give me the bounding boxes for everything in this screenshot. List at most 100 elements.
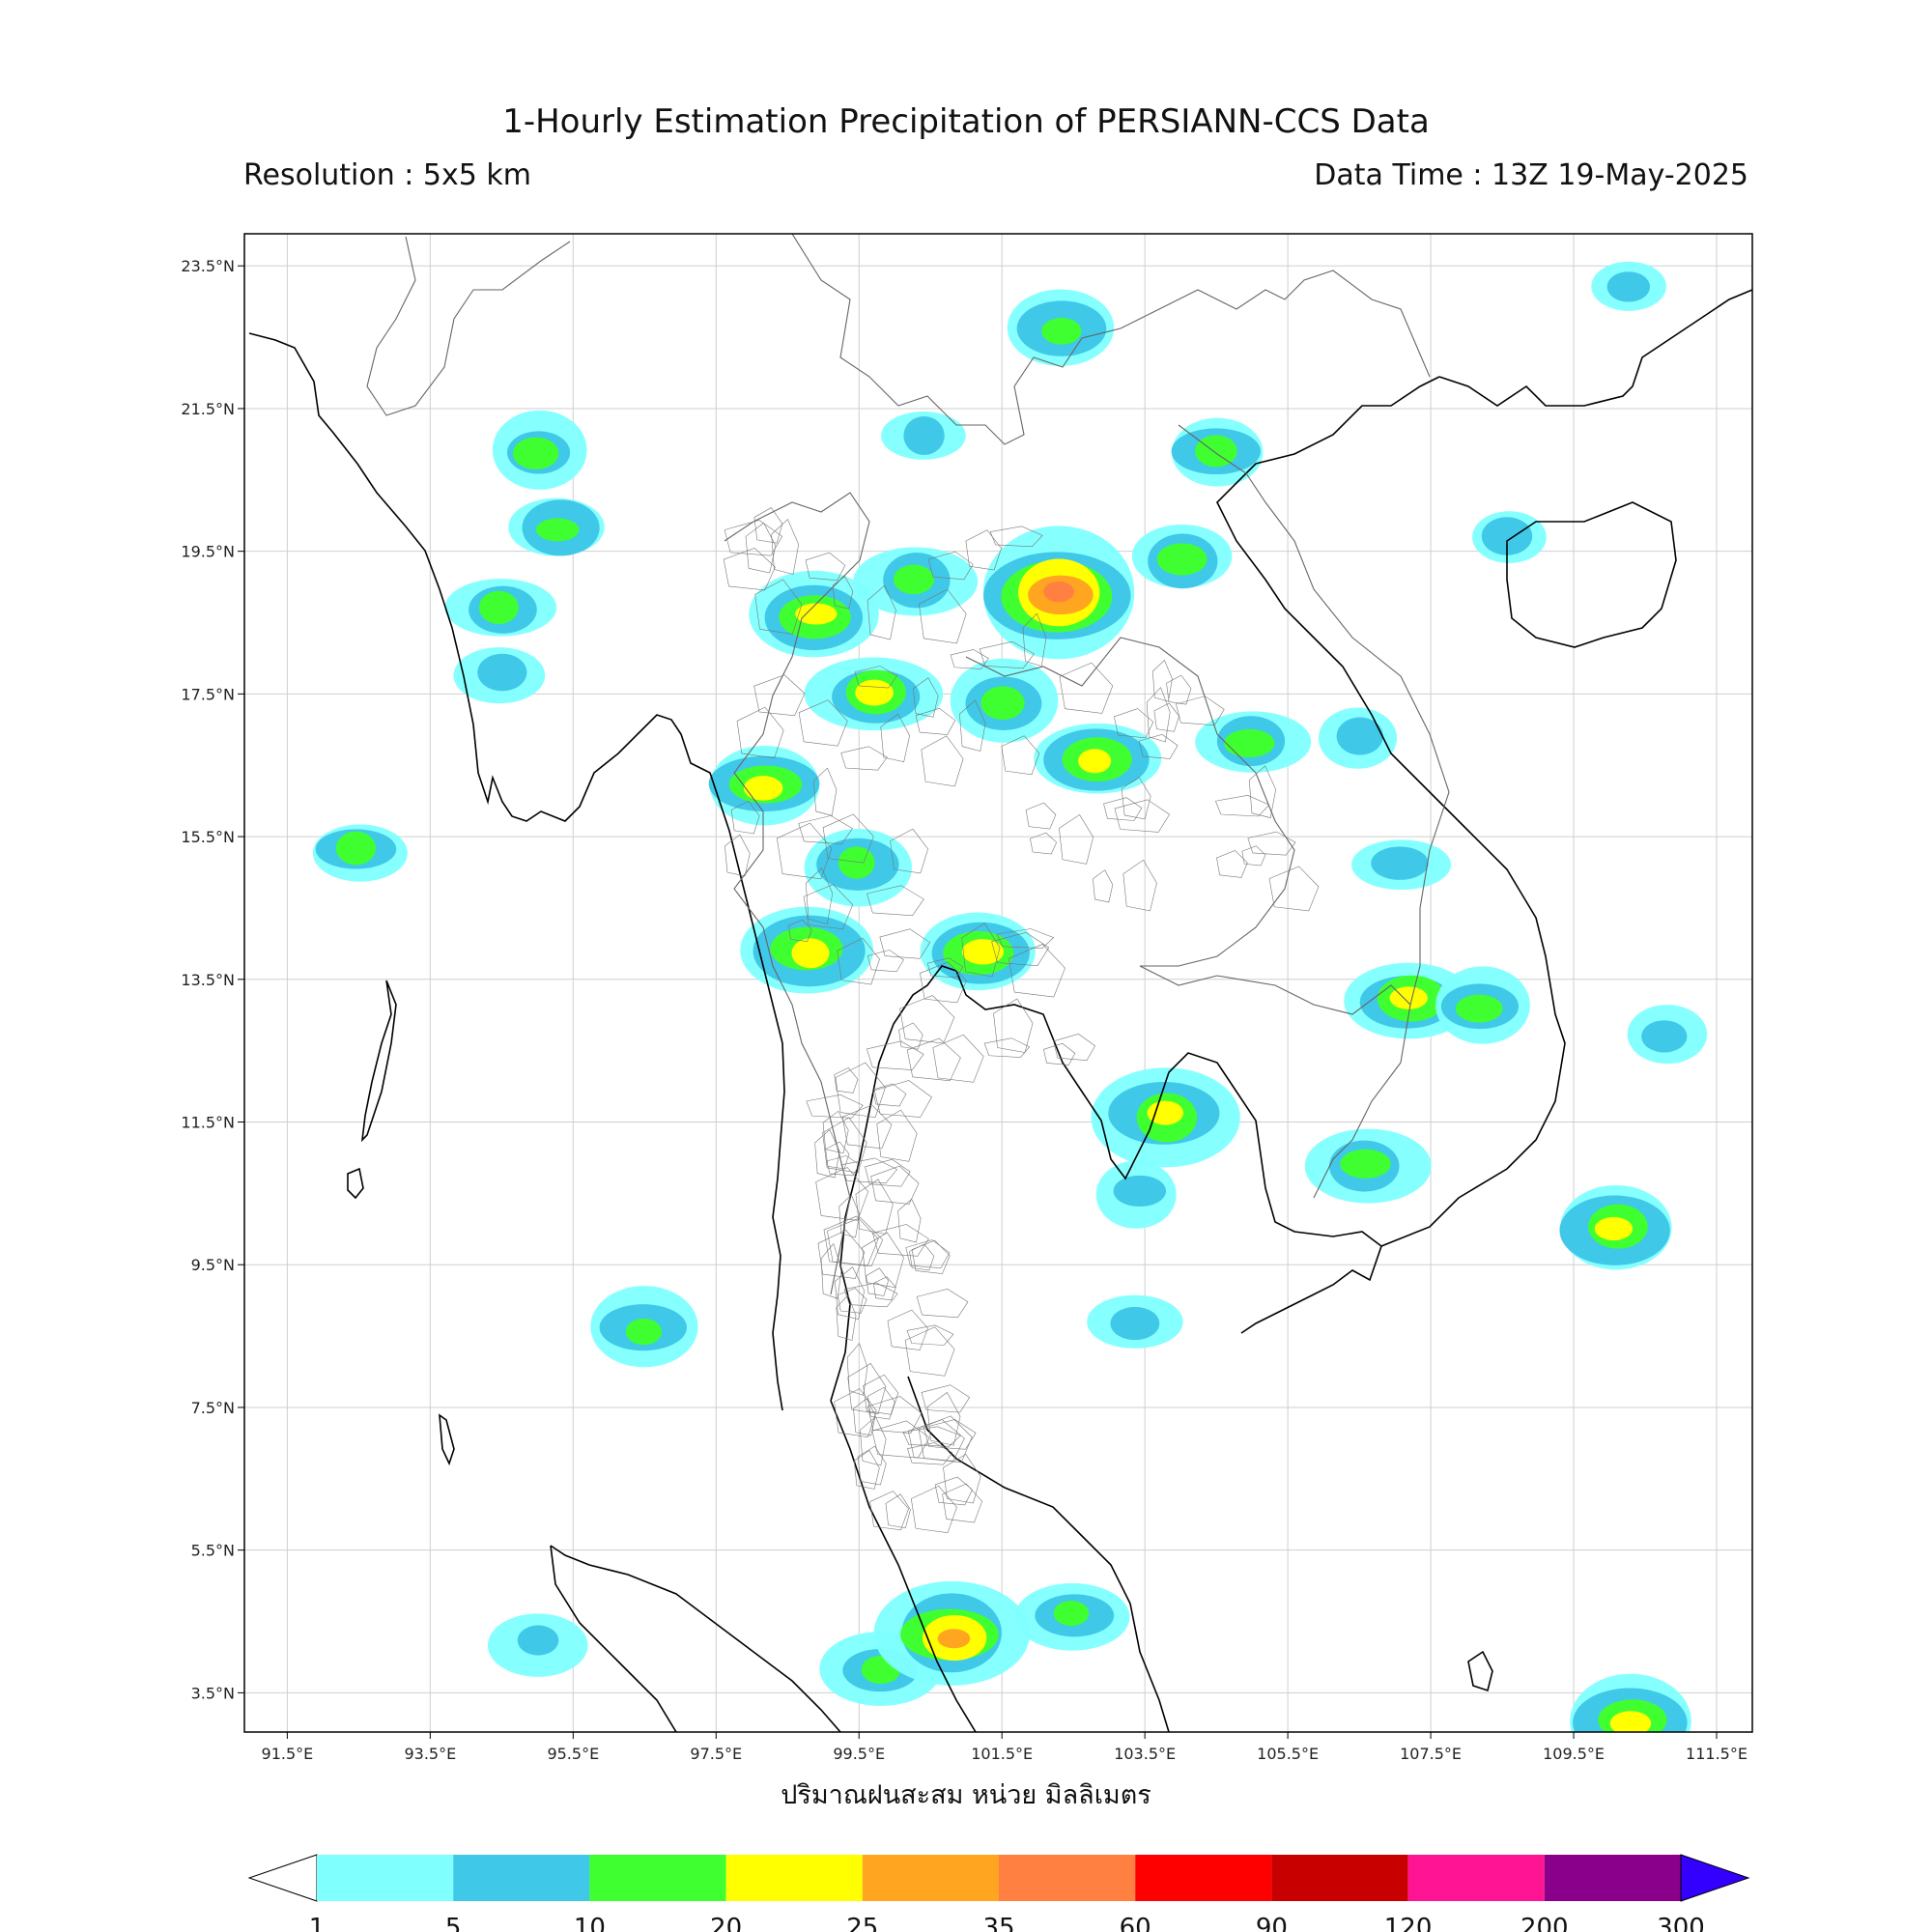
rain-contour [1336, 717, 1383, 755]
rain-cell [1351, 839, 1452, 891]
province-boundary [832, 576, 854, 610]
rain-contour [478, 590, 519, 625]
province-boundary [932, 1034, 984, 1083]
province-boundary [723, 547, 776, 591]
province-boundary [857, 1445, 887, 1486]
province-boundary [1059, 662, 1114, 714]
rain-contour [1594, 1216, 1634, 1241]
lon-tick-label: 109.5°E [1543, 1745, 1605, 1763]
province-boundary [854, 666, 897, 689]
province-boundary [950, 649, 989, 669]
province-boundary [916, 1289, 969, 1319]
rain-contour [1195, 435, 1237, 468]
province-boundary [798, 699, 848, 747]
malay-east-coastline [907, 1376, 1170, 1732]
province-boundary [869, 1491, 909, 1531]
myanmar-china-border [366, 236, 571, 416]
province-boundary [754, 579, 803, 635]
province-boundary [927, 551, 974, 581]
province-boundary [871, 1420, 930, 1459]
province-boundary [820, 1242, 842, 1299]
province-boundary [825, 1141, 850, 1170]
rain-contour [838, 846, 875, 879]
colorbar-tick-label: 60 [1120, 1914, 1151, 1932]
rain-cell [590, 1286, 698, 1368]
thailand-laos-border [965, 637, 1295, 967]
lat-tick-label: 7.5°N [191, 1399, 235, 1417]
province-boundary [777, 822, 833, 880]
province-boundary [905, 1239, 951, 1269]
rain-contour [535, 518, 580, 542]
colorbar-tick-label: 120 [1384, 1914, 1433, 1932]
colorbar-segment [1407, 1855, 1545, 1901]
rain-contour [1156, 543, 1208, 576]
province-boundary [730, 800, 760, 835]
province-boundary [836, 1294, 857, 1341]
andaman-islet [347, 1167, 364, 1200]
province-boundary [855, 1179, 894, 1235]
lat-tick-label: 19.5°N [181, 543, 235, 561]
rain-contour [893, 564, 935, 595]
lon-tick-label: 99.5°E [833, 1745, 885, 1763]
province-boundary [787, 919, 812, 942]
province-boundary [798, 815, 853, 844]
province-boundary [876, 1109, 918, 1162]
rain-cell [740, 906, 874, 994]
province-boundary [1248, 765, 1276, 818]
province-boundary [1025, 802, 1057, 830]
rain-cell [453, 647, 546, 704]
province-boundary [943, 1454, 981, 1504]
south-china-coastline [1438, 289, 1752, 407]
lon-tick-label: 111.5°E [1686, 1745, 1747, 1763]
province-boundary [853, 1398, 876, 1436]
lon-tick-label: 91.5°E [262, 1745, 314, 1763]
colorbar-high-extension [1680, 1854, 1750, 1902]
province-boundary [862, 1232, 904, 1289]
colorbar: 1 5 10 20 25 35 60 90 120 200 300 [247, 1854, 1750, 1932]
rain-contour [743, 776, 783, 801]
province-boundary [1001, 735, 1040, 776]
lat-tick-label: 17.5°N [181, 685, 235, 703]
province-boundary [827, 1217, 884, 1266]
rain-cell [1570, 1673, 1691, 1732]
colorbar-segment [862, 1855, 999, 1901]
colorbar-segment [999, 1855, 1136, 1901]
province-boundary [907, 1442, 953, 1465]
lon-tick-label: 97.5°E [690, 1745, 742, 1763]
rain-cell [920, 912, 1036, 991]
province-boundary [867, 950, 904, 973]
province-boundary [906, 1037, 961, 1082]
province-boundary [1268, 866, 1320, 912]
province-boundary [805, 867, 834, 924]
hainan-island [1506, 501, 1677, 648]
province-boundary [1030, 832, 1058, 855]
province-boundary [890, 828, 928, 874]
lat-tick-label: 15.5°N [181, 828, 235, 846]
colorbar-tick-label: 25 [846, 1914, 878, 1932]
rain-contour [1340, 1149, 1391, 1179]
rain-cell [1171, 417, 1264, 487]
rain-cell [1195, 711, 1312, 773]
rain-cell [444, 579, 557, 637]
province-boundary [867, 584, 896, 640]
malay-west-coastline [830, 1400, 977, 1732]
rain-contour [1606, 271, 1651, 302]
resolution-label: Resolution : 5x5 km [243, 158, 531, 192]
province-boundary [745, 522, 777, 574]
province-boundary [1122, 859, 1157, 912]
province-boundary [887, 1309, 928, 1350]
province-boundary [863, 1374, 899, 1415]
lon-tick-label: 103.5°E [1114, 1745, 1176, 1763]
rain-cell [950, 658, 1059, 743]
colorbar-tick-label: 300 [1657, 1914, 1705, 1932]
province-boundary [961, 923, 1001, 978]
rain-cell [1472, 511, 1547, 563]
rain-cell [1559, 1184, 1672, 1270]
lon-tick-label: 95.5°E [547, 1745, 599, 1763]
province-boundary [853, 1449, 880, 1490]
province-boundary [926, 1392, 961, 1446]
province-boundary [942, 1483, 983, 1523]
axis-label: ปริมาณฝนสะสม หน่วย มิลลิเมตร [781, 1780, 1151, 1810]
province-boundary [837, 937, 880, 985]
province-boundary [872, 1224, 929, 1257]
